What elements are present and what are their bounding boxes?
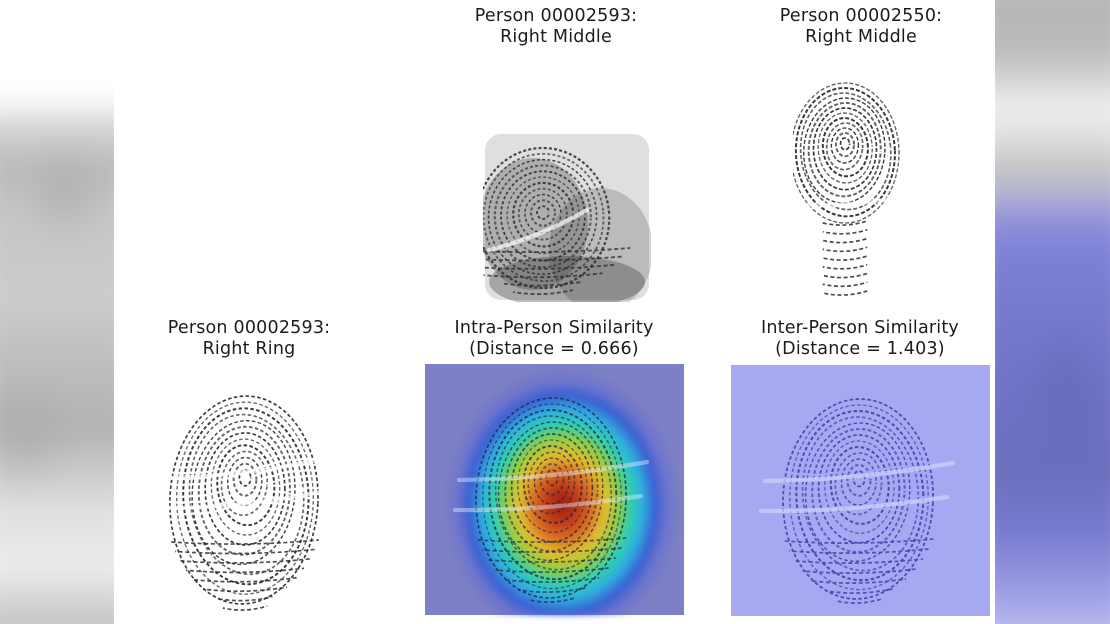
title-line: Right Middle <box>500 26 612 47</box>
title-bottom-left: Person 00002593: Right Ring <box>99 318 399 359</box>
intra-similarity-panel <box>425 364 684 615</box>
blur-left-texture <box>0 0 114 624</box>
inter-similarity-panel <box>731 365 990 616</box>
title-inter-similarity: Inter-Person Similarity (Distance = 1.40… <box>710 318 1010 359</box>
fingerprint-image-inter <box>758 398 956 604</box>
fingerprint-image-top-right <box>793 82 924 296</box>
title-top-right: Person 00002550: Right Middle <box>711 6 1011 47</box>
title-line: (Distance = 0.666) <box>469 338 639 359</box>
similarity-heatmap-overlay <box>425 364 684 615</box>
fingerprint-image-bottom-left <box>161 395 329 611</box>
title-line: Inter-Person Similarity <box>761 318 959 338</box>
blur-right-strip <box>995 0 1110 624</box>
title-line: (Distance = 1.403) <box>775 338 945 359</box>
title-line: Right Middle <box>805 26 917 47</box>
title-line: Person 00002550: <box>779 6 943 26</box>
blur-right-texture <box>995 0 1110 624</box>
fingerprint-image-intra <box>452 397 650 603</box>
blur-left-strip <box>0 0 114 624</box>
title-line: Intra-Person Similarity <box>454 318 654 338</box>
title-line: Right Ring <box>202 338 296 359</box>
title-line: Person 00002593: <box>167 318 331 338</box>
fingerprint-image-top-middle <box>483 134 651 302</box>
title-line: Person 00002593: <box>474 6 638 26</box>
title-top-middle: Person 00002593: Right Middle <box>406 6 706 47</box>
title-intra-similarity: Intra-Person Similarity (Distance = 0.66… <box>404 318 704 359</box>
